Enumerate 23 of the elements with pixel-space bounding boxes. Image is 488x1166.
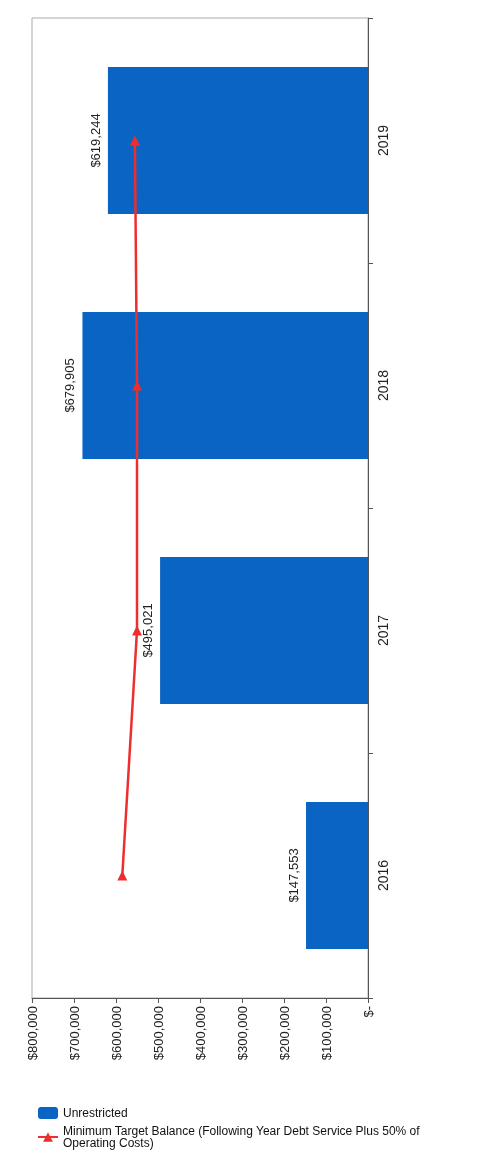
data-label: $495,021 — [140, 603, 156, 658]
data-label: $619,244 — [87, 113, 103, 168]
y-tick-label: 2018 — [375, 369, 391, 402]
x-tick-label: $600,000 — [108, 1006, 124, 1061]
x-tick-label: $400,000 — [192, 1006, 208, 1061]
x-tick-label: $300,000 — [234, 1006, 250, 1061]
x-tick-label: $100,000 — [318, 1006, 334, 1061]
x-tick-label: $800,000 — [24, 1006, 40, 1061]
bar — [306, 802, 368, 949]
x-tick-label: $700,000 — [66, 1006, 82, 1061]
legend-label: Minimum Target Balance (Following Year Debt Service Plus 50% of Operating Costs) — [63, 1124, 423, 1150]
y-tick-label: 2016 — [375, 859, 391, 892]
y-tick-label: 2017 — [375, 614, 391, 647]
bar — [82, 312, 368, 459]
bar — [160, 557, 368, 704]
x-tick-label: $- — [360, 1006, 376, 1018]
legend-label: Unrestricted — [63, 1106, 128, 1120]
bar — [107, 67, 368, 214]
data-label: $147,553 — [286, 848, 302, 903]
x-tick-label: $500,000 — [150, 1006, 166, 1061]
y-tick-label: 2019 — [375, 124, 391, 157]
x-tick-label: $200,000 — [276, 1006, 292, 1061]
data-label: $679,905 — [62, 358, 78, 413]
